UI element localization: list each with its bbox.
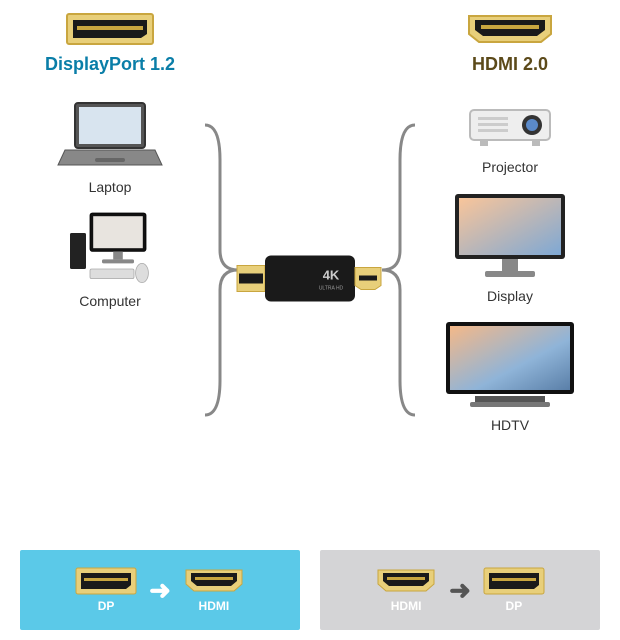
panel-hdmi-to-dp: HDMI ➜ DP <box>320 550 600 630</box>
device-hdtv: HDTV <box>420 318 600 433</box>
laptop-label: Laptop <box>89 179 132 195</box>
computer-icon <box>50 209 170 289</box>
dp-header: DisplayPort 1.2 <box>20 10 200 75</box>
device-laptop: Laptop <box>20 95 200 195</box>
mini-hdmi-icon <box>375 567 437 595</box>
mini-dp: DP <box>75 567 137 613</box>
mini-hdmi2: HDMI <box>375 567 437 613</box>
panel1-right-label: DP <box>506 599 523 613</box>
mini-hdmi-icon <box>183 567 245 595</box>
hdmi-connector-icon <box>465 10 555 48</box>
hdtv-icon <box>440 318 580 413</box>
panel0-left-label: DP <box>98 599 115 613</box>
arrow-icon: ➜ <box>149 575 171 606</box>
projector-label: Projector <box>482 159 538 175</box>
dp-title: DisplayPort 1.2 <box>45 54 175 75</box>
svg-text:ULTRA HD: ULTRA HD <box>319 285 344 291</box>
mini-dp-icon <box>483 567 545 595</box>
projector-icon <box>450 95 570 155</box>
panel-dp-to-hdmi: DP ➜ HDMI <box>20 550 300 630</box>
device-projector: Projector <box>420 95 600 175</box>
arrow-icon: ➜ <box>449 575 471 606</box>
svg-text:4K: 4K <box>323 267 340 282</box>
panel1-left-label: HDMI <box>391 599 422 613</box>
bracket-right-icon <box>380 120 420 420</box>
adapter: 4K ULTRA HD <box>235 243 385 318</box>
right-column: HDMI 2.0 Projector <box>420 10 600 447</box>
hdtv-label: HDTV <box>491 417 529 433</box>
laptop-icon <box>50 95 170 175</box>
device-computer: Computer <box>20 209 200 309</box>
hdmi-title: HDMI 2.0 <box>472 54 548 75</box>
adapter-icon: 4K ULTRA HD <box>235 243 385 313</box>
hdmi-header: HDMI 2.0 <box>420 10 600 75</box>
computer-label: Computer <box>79 293 140 309</box>
display-icon <box>445 189 575 284</box>
bracket-left-icon <box>200 120 240 420</box>
mini-dp2: DP <box>483 567 545 613</box>
mini-dp-icon <box>75 567 137 595</box>
panel0-right-label: HDMI <box>199 599 230 613</box>
device-display: Display <box>420 189 600 304</box>
bottom-row: DP ➜ HDMI HDMI ➜ <box>20 550 600 630</box>
displayport-connector-icon <box>65 10 155 48</box>
mini-hdmi: HDMI <box>183 567 245 613</box>
left-column: DisplayPort 1.2 Laptop Computer <box>20 10 200 323</box>
display-label: Display <box>487 288 533 304</box>
